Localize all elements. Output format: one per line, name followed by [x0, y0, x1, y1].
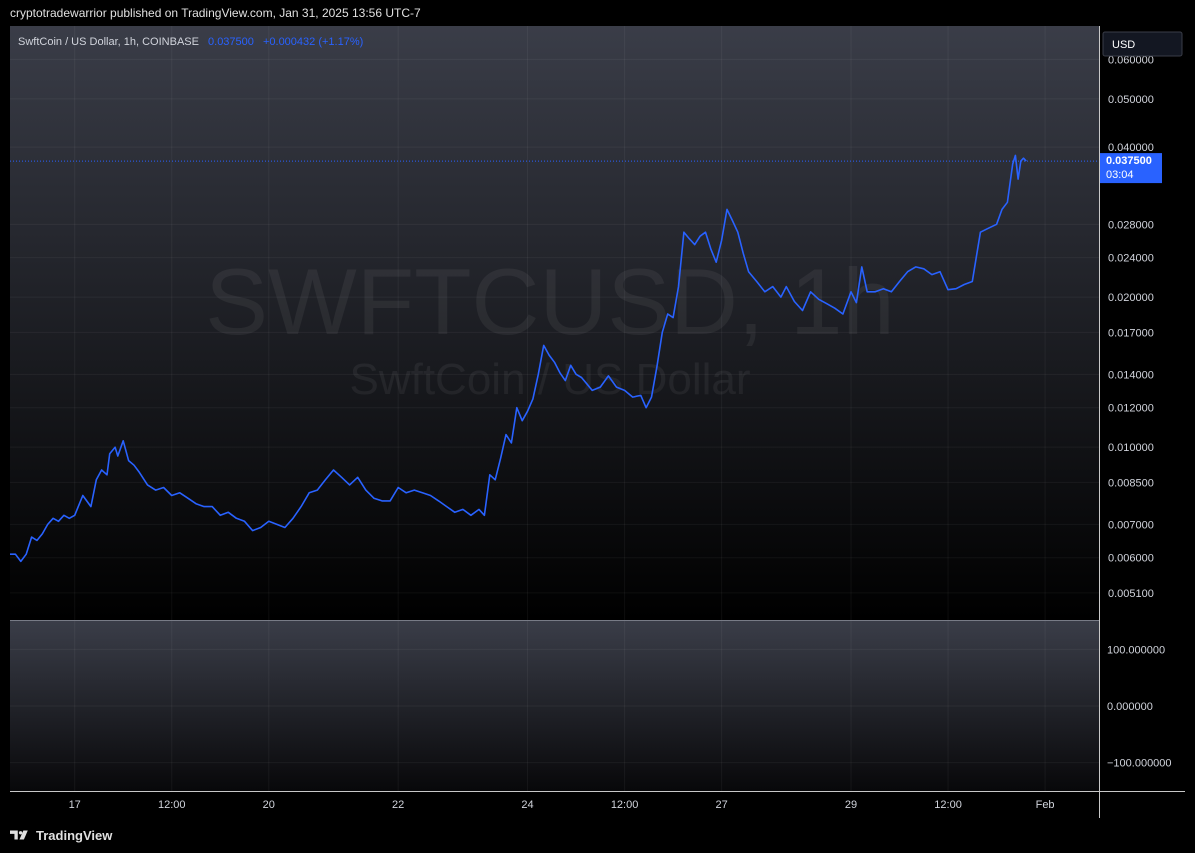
grid-lines [10, 26, 1099, 791]
x-tick-label: 20 [263, 799, 275, 811]
last-price-value: 0.037500 [1106, 155, 1152, 167]
currency-button-label[interactable]: USD [1112, 39, 1135, 51]
watermark-ticker: SWFTCUSD, 1h [205, 249, 894, 354]
last-price-label: 0.037500 03:04 [1100, 153, 1162, 184]
y-tick-label: 0.024000 [1108, 253, 1154, 265]
tradingview-logo-icon [10, 830, 28, 840]
tradingview-footer[interactable]: TradingView [10, 826, 112, 844]
legend-price: 0.037500 [208, 36, 254, 48]
x-tick-label: 27 [715, 799, 727, 811]
chart-svg[interactable]: SWFTCUSD, 1h SwftCoin / US Dollar 0.0600… [10, 26, 1185, 818]
x-tick-label: Feb [1036, 799, 1055, 811]
x-tick-label: 22 [392, 799, 404, 811]
y-tick-label: 0.020000 [1108, 292, 1154, 304]
footer-brand: TradingView [36, 827, 113, 843]
time-axis-labels: 17 12:00 20 22 24 12:00 27 29 12:00 Feb [69, 799, 1055, 811]
y-tick-label: 0.006000 [1108, 553, 1154, 565]
x-tick-label: 12:00 [158, 799, 186, 811]
y-tick-label: 0.008500 [1108, 477, 1154, 489]
y-tick-label: 0.005100 [1108, 588, 1154, 600]
lower-pane-bg [10, 621, 1099, 791]
y-tick-label: 0.060000 [1108, 54, 1154, 66]
y-tick-label: 0.007000 [1108, 519, 1154, 531]
currency-button[interactable]: USD [1102, 31, 1183, 57]
legend-change: +0.000432 (+1.17%) [263, 36, 363, 48]
lower-tick-label: 0.000000 [1107, 701, 1153, 713]
y-tick-label: 0.012000 [1108, 403, 1154, 415]
publisher-line: cryptotradewarrior published on TradingV… [10, 6, 421, 20]
x-tick-label: 29 [845, 799, 857, 811]
y-tick-label: 0.017000 [1108, 327, 1154, 339]
lower-tick-label: −100.000000 [1107, 758, 1172, 770]
main-pane-bg [10, 26, 1099, 620]
x-tick-label: 12:00 [934, 799, 962, 811]
x-tick-label: 12:00 [611, 799, 639, 811]
chart-frame: SWFTCUSD, 1h SwftCoin / US Dollar 0.0600… [10, 26, 1185, 818]
symbol-legend[interactable]: SwftCoin / US Dollar, 1h, COINBASE 0.037… [18, 36, 363, 48]
x-tick-label: 17 [69, 799, 81, 811]
y-tick-label: 0.028000 [1108, 219, 1154, 231]
time-axis-bg [10, 791, 1185, 818]
svg-text:SwftCoin / US Dollar, 1h, COIN: SwftCoin / US Dollar, 1h, COINBASE 0.037… [18, 36, 363, 48]
y-tick-label: 0.010000 [1108, 442, 1154, 454]
y-tick-label: 0.050000 [1108, 94, 1154, 106]
y-tick-label: 0.014000 [1108, 369, 1154, 381]
lower-tick-label: 100.000000 [1107, 644, 1165, 656]
watermark-name: SwftCoin / US Dollar [349, 355, 750, 404]
bar-countdown: 03:04 [1106, 169, 1134, 181]
y-tick-label: 0.040000 [1108, 142, 1154, 154]
legend-symbol[interactable]: SwftCoin / US Dollar, 1h, COINBASE [18, 36, 199, 48]
price-axis-labels: 0.060000 0.050000 0.040000 0.028000 0.024000… [1108, 54, 1154, 600]
price-series-line[interactable] [10, 154, 1027, 563]
x-tick-label: 24 [521, 799, 533, 811]
lower-pane-axis-labels: 100.000000 0.000000 −100.000000 [1107, 644, 1172, 769]
